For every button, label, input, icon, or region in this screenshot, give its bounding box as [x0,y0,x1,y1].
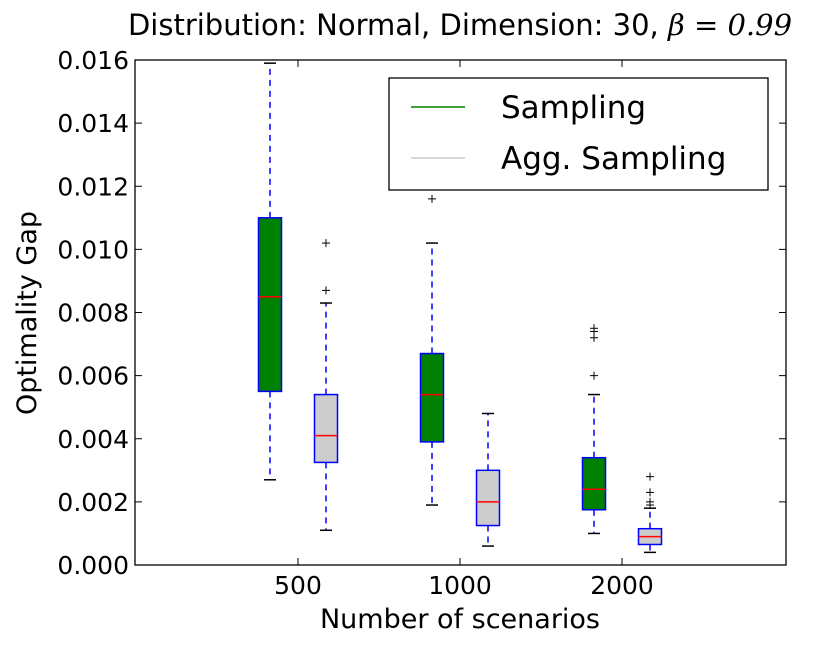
box-body [475,469,501,527]
y-tick-label: 0.012 [57,172,129,201]
outlier-point [322,239,330,248]
box-agg-sampling-500 [313,239,339,532]
outlier-point [590,324,598,333]
y-axis-label: Optimality Gap [12,211,43,415]
x-tick-label: 500 [274,571,322,600]
legend: Sampling Agg. Sampling [388,77,769,191]
y-tick-label: 0.016 [57,46,129,75]
outlier-point [646,472,654,481]
outlier-point [646,497,654,506]
box-sampling-1000 [419,194,445,506]
y-tick-label: 0.006 [57,362,129,391]
y-tick-label: 0.010 [57,235,129,264]
y-tick-label: 0.008 [57,299,129,328]
box-body [257,217,283,393]
box-body [581,456,607,511]
y-tick-label: 0.002 [57,488,129,517]
box-agg-sampling-1000 [475,412,501,547]
outlier-point [646,488,654,497]
outlier-point [322,286,330,295]
legend-label: Agg. Sampling [501,141,726,177]
y-tick-label: 0.014 [57,109,129,138]
box-sampling-2000 [581,324,607,535]
box-sampling-500 [257,62,283,481]
x-tick-label: 1000 [428,571,492,600]
legend-frame [388,77,769,191]
box-body [313,393,339,464]
y-tick-label: 0.000 [57,551,129,580]
outlier-point [428,194,436,203]
box-body [419,352,445,443]
legend-label: Sampling [501,90,646,126]
box-agg-sampling-2000 [637,472,663,554]
chart-title: Distribution: Normal, Dimension: 30, β =… [128,8,792,42]
y-tick-label: 0.004 [57,425,129,454]
x-tick-label: 2000 [590,571,654,600]
chart-title-text: Distribution: Normal, Dimension: 30, [128,8,668,42]
outlier-point [590,371,598,380]
x-axis-label: Number of scenarios [320,604,600,635]
chart-title-beta: β = 0.99 [667,8,792,42]
